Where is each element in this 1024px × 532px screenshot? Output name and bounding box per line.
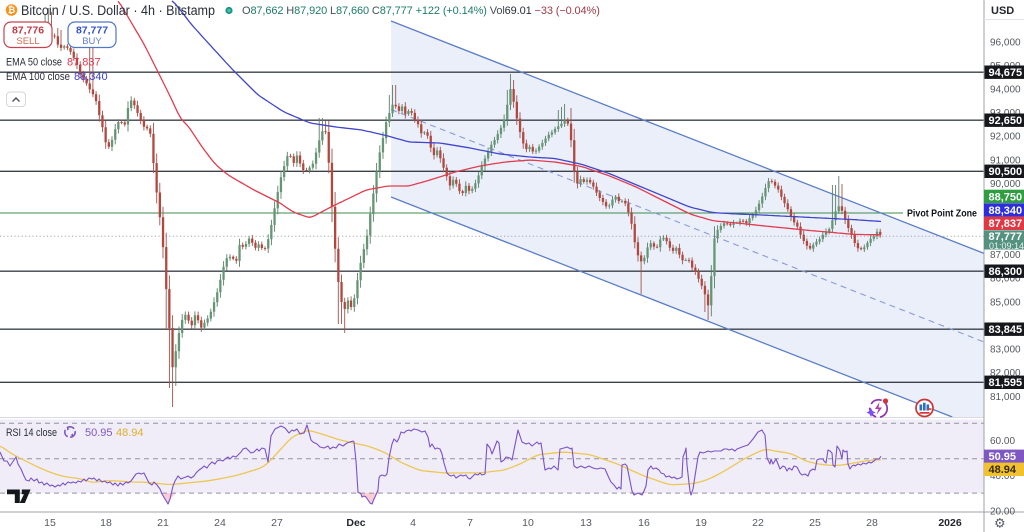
svg-text:83,000: 83,000 <box>990 345 1021 356</box>
svg-text:81,000: 81,000 <box>990 392 1021 403</box>
svg-text:20.00: 20.00 <box>990 506 1015 517</box>
svg-text:96,000: 96,000 <box>990 38 1021 49</box>
svg-text:91,000: 91,000 <box>990 155 1021 166</box>
svg-text:O87,662 H87,920 L87,660 C87,77: O87,662 H87,920 L87,660 C87,777 +122 (+0… <box>242 5 600 17</box>
svg-text:01:09:14: 01:09:14 <box>989 241 1024 251</box>
svg-text:22: 22 <box>752 517 764 529</box>
svg-text:15: 15 <box>44 517 56 529</box>
svg-text:87,777: 87,777 <box>76 25 108 37</box>
svg-text:86,300: 86,300 <box>989 266 1023 278</box>
svg-text:25: 25 <box>809 517 821 529</box>
svg-text:4: 4 <box>410 517 416 529</box>
svg-text:88,750: 88,750 <box>989 191 1023 203</box>
svg-text:83,845: 83,845 <box>989 324 1023 336</box>
svg-text:87,837: 87,837 <box>989 218 1023 230</box>
svg-text:81,595: 81,595 <box>989 377 1023 389</box>
svg-text:Bitcoin / U.S. Dollar · 4h · B: Bitcoin / U.S. Dollar · 4h · Bitstamp <box>21 3 215 18</box>
svg-text:27: 27 <box>271 517 283 529</box>
svg-text:50.95: 50.95 <box>85 427 113 439</box>
svg-text:50.95: 50.95 <box>989 451 1017 463</box>
svg-text:87,837: 87,837 <box>67 57 101 69</box>
svg-text:40.00: 40.00 <box>990 471 1015 482</box>
svg-text:2026: 2026 <box>938 517 962 529</box>
svg-text:94,000: 94,000 <box>990 85 1021 96</box>
svg-text:92,650: 92,650 <box>989 115 1023 127</box>
svg-text:87,000: 87,000 <box>990 250 1021 261</box>
svg-text:87,777: 87,777 <box>989 231 1023 243</box>
svg-text:Dec: Dec <box>346 517 365 529</box>
svg-text:13: 13 <box>580 517 592 529</box>
svg-text:28: 28 <box>866 517 878 529</box>
svg-text:86,000: 86,000 <box>990 274 1021 285</box>
svg-text:10: 10 <box>522 517 534 529</box>
svg-text:60.00: 60.00 <box>990 436 1015 447</box>
svg-text:92,000: 92,000 <box>990 132 1021 143</box>
svg-text:19: 19 <box>695 517 707 529</box>
svg-text:88,340: 88,340 <box>74 71 108 83</box>
svg-text:88,340: 88,340 <box>989 205 1023 217</box>
svg-text:48.94: 48.94 <box>989 464 1017 476</box>
svg-text:48.94: 48.94 <box>116 427 144 439</box>
svg-text:Pivot Point Zone: Pivot Point Zone <box>907 208 977 220</box>
svg-text:85,000: 85,000 <box>990 297 1021 308</box>
svg-text:RSI 14 close: RSI 14 close <box>6 427 57 439</box>
svg-text:EMA 50 close: EMA 50 close <box>6 57 62 69</box>
svg-text:⚙: ⚙ <box>994 516 1006 531</box>
svg-text:USD: USD <box>991 5 1014 17</box>
svg-text:SELL: SELL <box>16 36 39 47</box>
svg-text:90,500: 90,500 <box>989 166 1023 178</box>
svg-text:₿: ₿ <box>8 5 15 15</box>
svg-text:18: 18 <box>100 517 112 529</box>
svg-text:90,000: 90,000 <box>990 179 1021 190</box>
svg-text:16: 16 <box>638 517 650 529</box>
svg-text:24: 24 <box>214 517 226 529</box>
svg-text:7: 7 <box>467 517 473 529</box>
svg-text:82,000: 82,000 <box>990 368 1021 379</box>
svg-text:EMA 100 close: EMA 100 close <box>6 71 70 83</box>
svg-text:94,675: 94,675 <box>989 67 1023 79</box>
svg-text:21: 21 <box>157 517 169 529</box>
svg-text:87,776: 87,776 <box>12 25 44 37</box>
svg-text:BUY: BUY <box>82 36 102 47</box>
